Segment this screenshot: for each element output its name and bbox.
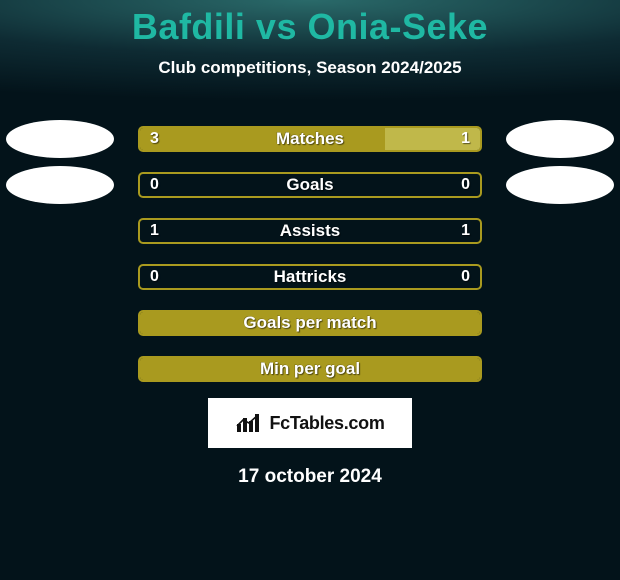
stat-bar-track: Min per goal (138, 356, 482, 382)
page-title: Bafdili vs Onia-Seke (132, 6, 488, 48)
stat-bar-fill (140, 358, 480, 380)
stat-bar-track: 0 0Hattricks (138, 264, 482, 290)
page-subtitle: Club competitions, Season 2024/2025 (158, 58, 461, 78)
player-avatar-right (506, 166, 614, 204)
comparison-chart: 31Matches00Goals11Assists00HattricksGoal… (0, 116, 620, 392)
attribution-text: FcTables.com (269, 413, 384, 434)
stat-bar-track: Goals per match (138, 310, 482, 336)
player-avatar-right (506, 120, 614, 158)
stat-value-left: 0 (150, 176, 159, 194)
stat-bar-track: 1 1Assists (138, 218, 482, 244)
stat-label: Goals (140, 175, 480, 195)
player-avatar-left (6, 120, 114, 158)
bars-icon (235, 412, 263, 434)
stat-value-left: 1 (150, 222, 159, 240)
content: Bafdili vs Onia-Seke Club competitions, … (0, 0, 620, 580)
stat-bar-fill-left (140, 128, 385, 150)
attribution-badge: FcTables.com (208, 398, 412, 448)
stat-row: 1 1Assists (0, 208, 620, 254)
date-label: 17 october 2024 (238, 466, 382, 488)
stat-row: Goals per match (0, 300, 620, 346)
stat-row: Min per goal (0, 346, 620, 392)
stat-label: Hattricks (140, 267, 480, 287)
stat-row: 0 0Goals (0, 162, 620, 208)
stat-bar-fill-right (385, 128, 480, 150)
stat-bar-fill (140, 312, 480, 334)
stat-value-right: 0 (461, 176, 470, 194)
stat-value-right: 1 (461, 222, 470, 240)
stat-row: 0 0Hattricks (0, 254, 620, 300)
stat-row: 31Matches (0, 116, 620, 162)
stat-label: Assists (140, 221, 480, 241)
stat-value-left: 0 (150, 268, 159, 286)
player-avatar-left (6, 166, 114, 204)
stat-bar-track: 0 0Goals (138, 172, 482, 198)
stat-bar-track: 31Matches (138, 126, 482, 152)
stat-value-right: 0 (461, 268, 470, 286)
